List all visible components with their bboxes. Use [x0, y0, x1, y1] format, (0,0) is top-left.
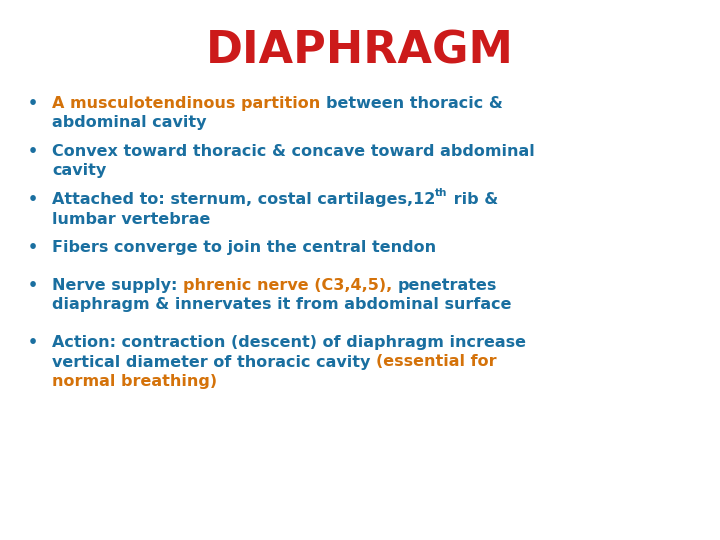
Text: •: • [28, 278, 38, 293]
Text: normal breathing): normal breathing) [52, 374, 217, 389]
Text: •: • [28, 96, 38, 111]
Text: A musculotendinous partition: A musculotendinous partition [52, 96, 326, 111]
Text: phrenic nerve (C3,4,5),: phrenic nerve (C3,4,5), [183, 278, 398, 293]
Text: Nerve supply:: Nerve supply: [52, 278, 183, 293]
Text: vertical diameter of thoracic cavity: vertical diameter of thoracic cavity [52, 354, 376, 369]
Text: (essential for: (essential for [376, 354, 497, 369]
Text: Fibers converge to join the central tendon: Fibers converge to join the central tend… [52, 240, 436, 255]
Text: lumbar vertebrae: lumbar vertebrae [52, 212, 210, 226]
Text: DIAPHRAGM: DIAPHRAGM [206, 30, 514, 73]
Text: Attached to: sternum, costal cartilages,12: Attached to: sternum, costal cartilages,… [52, 192, 436, 207]
Text: penetrates: penetrates [398, 278, 498, 293]
Text: diaphragm & innervates it from abdominal surface: diaphragm & innervates it from abdominal… [52, 298, 511, 313]
Text: •: • [28, 144, 38, 159]
Text: cavity: cavity [52, 164, 107, 179]
Text: Action: contraction (descent) of diaphragm increase: Action: contraction (descent) of diaphra… [52, 335, 526, 350]
Text: abdominal cavity: abdominal cavity [52, 116, 207, 131]
Text: rib &: rib & [448, 192, 498, 207]
Text: •: • [28, 335, 38, 350]
Text: Convex toward thoracic & concave toward abdominal: Convex toward thoracic & concave toward … [52, 144, 535, 159]
Text: •: • [28, 240, 38, 255]
Text: between thoracic &: between thoracic & [326, 96, 503, 111]
Text: •: • [28, 192, 38, 207]
Text: th: th [436, 187, 448, 198]
